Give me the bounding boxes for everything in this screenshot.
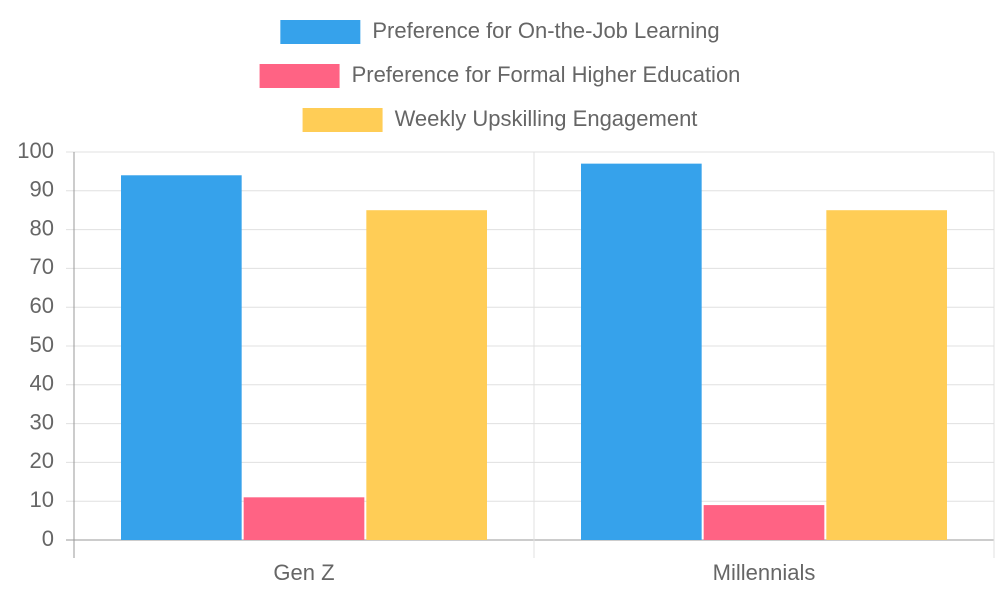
y-tick-label: 100 (17, 138, 54, 163)
bar (243, 497, 365, 540)
y-tick-label: 10 (30, 487, 54, 512)
y-tick-label: 0 (42, 526, 54, 551)
bar (703, 505, 825, 540)
legend-swatch (302, 108, 383, 132)
y-tick-label: 60 (30, 293, 54, 318)
legend-label: Preference for Formal Higher Education (352, 62, 741, 87)
legend-label: Preference for On-the-Job Learning (372, 18, 719, 43)
y-tick-label: 50 (30, 332, 54, 357)
x-tick-label: Millennials (713, 560, 816, 585)
legend-swatch (280, 20, 361, 44)
y-tick-label: 70 (30, 254, 54, 279)
bar (581, 163, 702, 540)
legend-label: Weekly Upskilling Engagement (395, 106, 698, 131)
y-tick-label: 40 (30, 371, 54, 396)
y-tick-label: 90 (30, 177, 54, 202)
y-tick-label: 80 (30, 215, 54, 240)
bar (826, 210, 947, 540)
legend-swatch (259, 64, 340, 88)
x-tick-label: Gen Z (273, 560, 334, 585)
bar (121, 175, 242, 540)
y-tick-label: 30 (30, 409, 54, 434)
y-tick-label: 20 (30, 448, 54, 473)
bar (366, 210, 487, 540)
